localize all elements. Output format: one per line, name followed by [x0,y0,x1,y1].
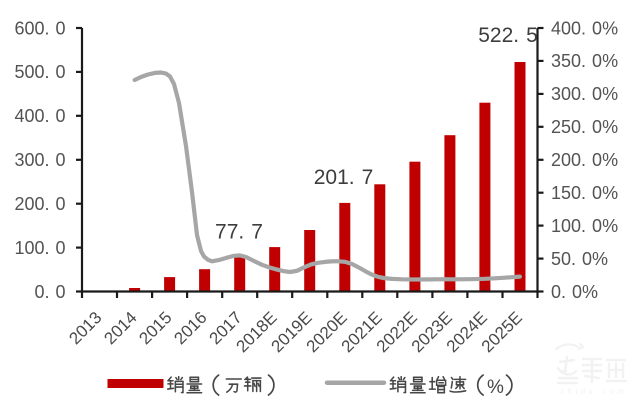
svg-text:600.0: 600. 0 [14,18,65,38]
svg-text:400.0: 400. 0 [14,106,65,126]
svg-text:0.0%: 0. 0% [551,282,598,302]
svg-text:77.7: 77. 7 [215,221,263,244]
svg-text:200.0%: 200. 0% [551,150,618,170]
svg-text:200.0: 200. 0 [14,194,65,214]
svg-text:201.7: 201. 7 [314,166,374,189]
svg-text:300.0: 300. 0 [14,150,65,170]
svg-text:%: % [487,377,504,398]
svg-text:522.5: 522. 5 [478,24,538,47]
svg-text:400.0%: 400. 0% [551,18,618,38]
svg-text:500.0: 500. 0 [14,62,65,82]
svg-text:350.0%: 350. 0% [551,51,618,71]
svg-text:100.0: 100. 0 [14,238,65,258]
svg-text:100.0%: 100. 0% [551,216,618,236]
svg-text:zhidx.com: zhidx.com [560,387,628,396]
svg-text:300.0%: 300. 0% [551,84,618,104]
svg-text:150.0%: 150. 0% [551,183,618,203]
svg-text:250.0%: 250. 0% [551,117,618,137]
